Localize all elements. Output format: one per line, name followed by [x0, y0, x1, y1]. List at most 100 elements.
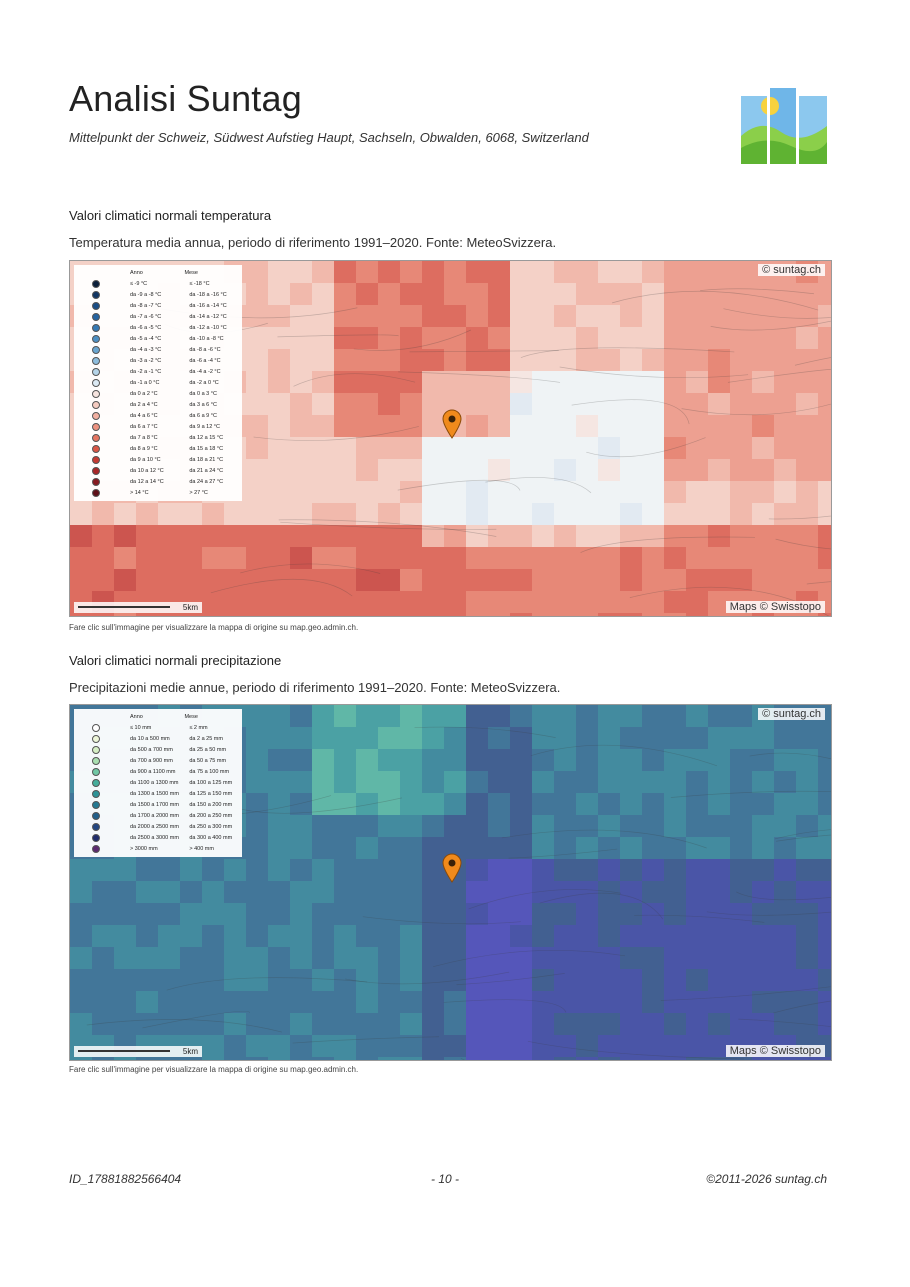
legend-swatch [92, 778, 100, 787]
legend-year-range: da 1700 a 2000 mm [130, 812, 179, 819]
legend-month-range: da 100 a 125 mm [189, 779, 233, 786]
legend-year-range: ≤ -9 °C [130, 280, 148, 287]
legend-row: da 700 a 900 mm da 50 a 75 mm [78, 755, 238, 766]
legend-year-range: da -4 a -3 °C [130, 346, 162, 353]
legend-month-range: da 0 a 3 °C [189, 390, 217, 397]
legend-row: da 2500 a 3000 mm da 300 a 400 mm [78, 832, 238, 843]
legend-month-range: > 27 °C [189, 489, 208, 496]
legend-year-range: da 500 a 700 mm [130, 746, 173, 753]
legend-swatch [92, 389, 100, 398]
legend-swatch [92, 477, 100, 486]
legend-swatch [92, 844, 100, 853]
legend-row: ≤ 10 mm ≤ 2 mm [78, 722, 238, 733]
legend-year-range: da 2 a 4 °C [130, 401, 158, 408]
legend-month-range: da 2 a 25 mm [189, 735, 223, 742]
temperature-section-description: Temperatura media annua, periodo di rife… [69, 235, 557, 250]
legend-swatch [92, 466, 100, 475]
legend-swatch [92, 345, 100, 354]
legend-year-range: da 900 a 1100 mm [130, 768, 176, 775]
legend-swatch [92, 301, 100, 310]
legend-swatch [92, 789, 100, 798]
footer-document-id: ID_17881882566404 [69, 1172, 182, 1186]
legend-month-range: da 75 a 100 mm [189, 768, 230, 775]
legend-swatch [92, 444, 100, 453]
legend-year-range: da 10 a 12 °C [130, 467, 164, 474]
legend-row: da -2 a -1 °C da -4 a -2 °C [78, 366, 238, 377]
temperature-section-title: Valori climatici normali temperatura [69, 208, 272, 223]
temperature-map[interactable]: Anno Mese ≤ -9 °C ≤ -18 °C da -9 a -8 °C da -… [69, 260, 832, 617]
legend-row: da 500 a 700 mm da 25 a 50 mm [78, 744, 238, 755]
scale-bar: 5km [74, 1046, 202, 1057]
page-subtitle: Mittelpunkt der Schweiz, Südwest Aufstie… [69, 130, 589, 145]
legend-month-range: ≤ 2 mm [189, 724, 208, 731]
legend-swatch [92, 334, 100, 343]
legend-month-range: da -12 a -10 °C [189, 324, 227, 331]
location-pin-icon[interactable] [442, 409, 462, 439]
legend-month-range: da 9 a 12 °C [189, 423, 220, 430]
suntag-credit[interactable]: © suntag.ch [758, 264, 825, 276]
swisstopo-credit[interactable]: Maps © Swisstopo [725, 1045, 825, 1057]
legend-year-range: da 6 a 7 °C [130, 423, 158, 430]
legend-swatch [92, 378, 100, 387]
legend-year-range: da 10 a 500 mm [130, 735, 170, 742]
legend-swatch [92, 745, 100, 754]
precipitation-map-caption: Fare clic sull'immagine per visualizzare… [69, 1065, 359, 1074]
legend-year-range: da 12 a 14 °C [130, 478, 164, 485]
legend-year-range: > 3000 mm [130, 845, 158, 852]
suntag-credit[interactable]: © suntag.ch [758, 708, 825, 720]
legend-month-range: da -10 a -8 °C [189, 335, 224, 342]
legend-month-range: da -14 a -12 °C [189, 313, 227, 320]
legend-row: > 14 °C > 27 °C [78, 487, 238, 498]
legend-col-month: Mese [184, 714, 198, 720]
legend-header: Anno Mese [78, 268, 238, 278]
legend-year-range: da 1300 a 1500 mm [130, 790, 179, 797]
legend-swatch [92, 822, 100, 831]
legend-swatch [92, 488, 100, 497]
legend-month-range: da -8 a -6 °C [189, 346, 221, 353]
legend-row: da -3 a -2 °C da -6 a -4 °C [78, 355, 238, 366]
legend-row: da -1 a 0 °C da -2 a 0 °C [78, 377, 238, 388]
legend-row: da 4 a 6 °C da 6 a 9 °C [78, 410, 238, 421]
legend-row: da 1100 a 1300 mm da 100 a 125 mm [78, 777, 238, 788]
legend-year-range: da 2000 a 2500 mm [130, 823, 179, 830]
legend-year-range: da 700 a 900 mm [130, 757, 173, 764]
legend-month-range: da 12 a 15 °C [189, 434, 224, 441]
legend-month-range: da 50 a 75 mm [189, 757, 227, 764]
legend-col-year: Anno [130, 714, 143, 720]
precipitation-map[interactable]: Anno Mese ≤ 10 mm ≤ 2 mm da 10 a 500 mm da 2 … [69, 704, 832, 1061]
legend-year-range: da -9 a -8 °C [130, 291, 162, 298]
legend-month-range: da 3 a 6 °C [189, 401, 217, 408]
legend-row: da 0 a 2 °C da 0 a 3 °C [78, 388, 238, 399]
legend-row: da -5 a -4 °C da -10 a -8 °C [78, 333, 238, 344]
swisstopo-credit[interactable]: Maps © Swisstopo [725, 601, 825, 613]
legend-month-range: da 200 a 250 mm [189, 812, 233, 819]
legend-year-range: da -5 a -4 °C [130, 335, 162, 342]
legend-row: da 10 a 500 mm da 2 a 25 mm [78, 733, 238, 744]
legend-year-range: da 4 a 6 °C [130, 412, 158, 419]
legend-year-range: da -8 a -7 °C [130, 302, 162, 309]
legend-row: da 6 a 7 °C da 9 a 12 °C [78, 421, 238, 432]
legend-year-range: da -3 a -2 °C [130, 357, 162, 364]
legend-swatch [92, 723, 100, 732]
legend-row: da -9 a -8 °C da -18 a -16 °C [78, 289, 238, 300]
legend-swatch [92, 411, 100, 420]
legend-year-range: da -2 a -1 °C [130, 368, 162, 375]
legend-row: da 1300 a 1500 mm da 125 a 150 mm [78, 788, 238, 799]
legend-month-range: da -2 a 0 °C [189, 379, 219, 386]
legend-row: da -8 a -7 °C da -16 a -14 °C [78, 300, 238, 311]
footer-page-number: - 10 - [431, 1172, 460, 1186]
legend-month-range: da 15 a 18 °C [189, 445, 224, 452]
legend-row: da -6 a -5 °C da -12 a -10 °C [78, 322, 238, 333]
legend-month-range: da 250 a 300 mm [189, 823, 233, 830]
legend-swatch [92, 312, 100, 321]
location-pin-icon[interactable] [442, 853, 462, 883]
legend-month-range: da 24 a 27 °C [189, 478, 224, 485]
legend-row: da 1700 a 2000 mm da 200 a 250 mm [78, 810, 238, 821]
legend-year-range: da 9 a 10 °C [130, 456, 161, 463]
legend-year-range: da -6 a -5 °C [130, 324, 162, 331]
legend-row: da 1500 a 1700 mm da 150 a 200 mm [78, 799, 238, 810]
legend-row: da 12 a 14 °C da 24 a 27 °C [78, 476, 238, 487]
legend-swatch [92, 279, 100, 288]
legend-year-range: da 2500 a 3000 mm [130, 834, 179, 841]
legend-row: da 2000 a 2500 mm da 250 a 300 mm [78, 821, 238, 832]
